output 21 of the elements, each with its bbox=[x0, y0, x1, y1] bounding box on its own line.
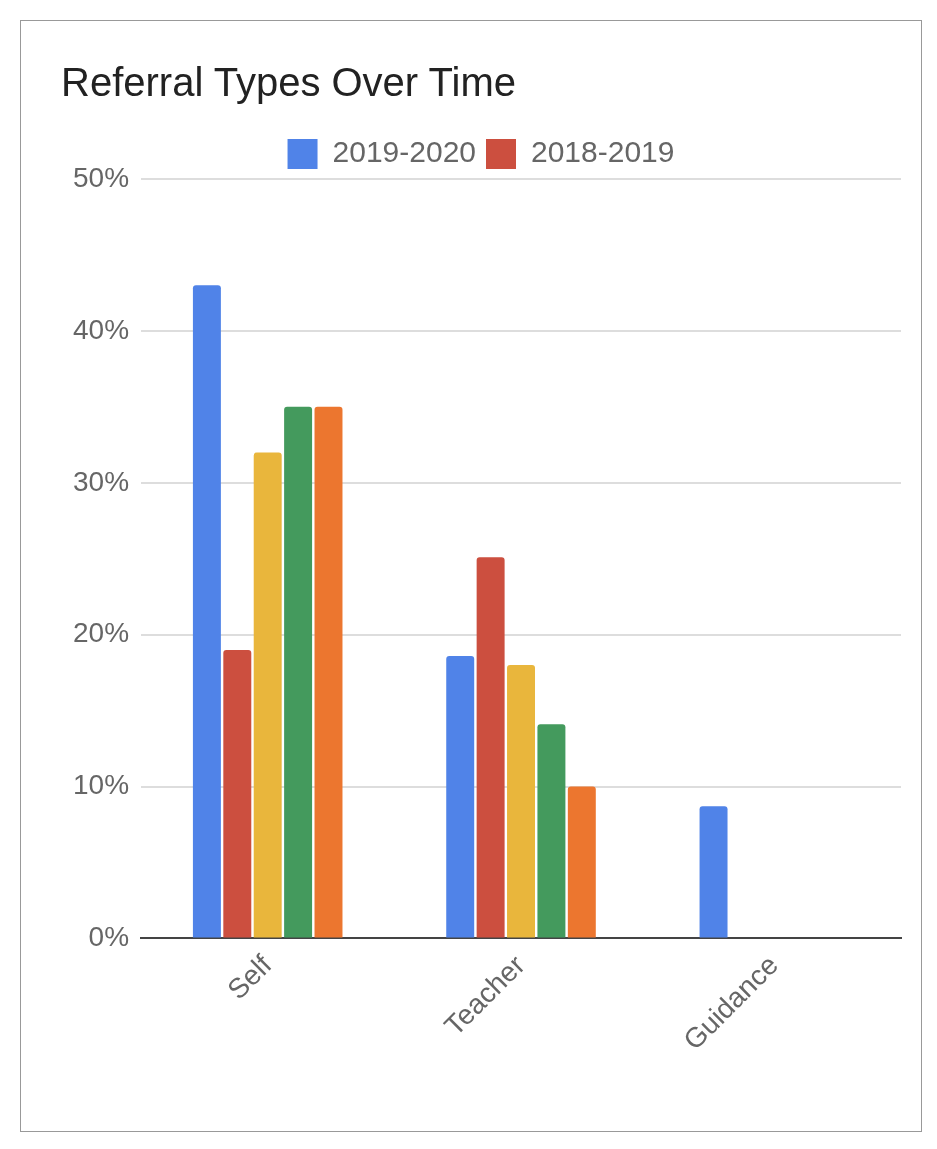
y-tick-label: 20% bbox=[72, 617, 130, 649]
y-tick-label: 10% bbox=[72, 769, 130, 801]
y-tick-label: 30% bbox=[72, 465, 130, 497]
bar bbox=[537, 724, 566, 938]
bar bbox=[314, 406, 343, 938]
bar bbox=[253, 452, 282, 938]
bar bbox=[699, 806, 728, 938]
bar bbox=[223, 649, 252, 938]
x-tick-label: Self bbox=[221, 948, 278, 1006]
y-tick-label: 0% bbox=[88, 921, 130, 953]
bar bbox=[476, 557, 505, 938]
bar bbox=[446, 655, 475, 938]
y-tick-label: 50% bbox=[72, 161, 130, 193]
chart-title: Referral Types Over Time bbox=[61, 60, 516, 105]
y-tick-label: 40% bbox=[72, 313, 130, 345]
legend-label: 2018-2019 bbox=[531, 135, 675, 169]
bar bbox=[192, 285, 221, 938]
bar bbox=[567, 786, 596, 938]
bar bbox=[507, 665, 535, 938]
legend-label: 2019-2020 bbox=[332, 135, 476, 169]
bar bbox=[284, 406, 313, 938]
